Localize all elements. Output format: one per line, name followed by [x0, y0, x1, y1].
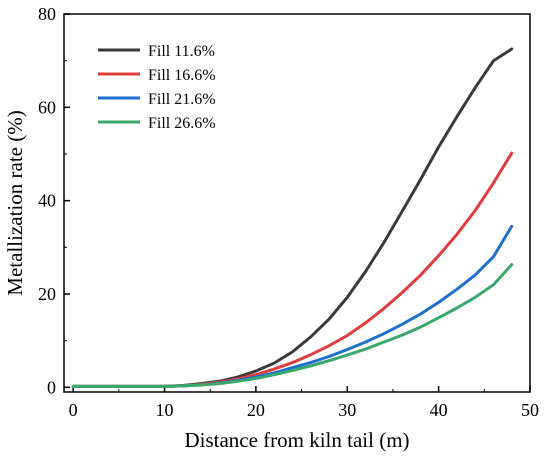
- plot-frame: [63, 13, 531, 393]
- legend-label-4: Fill 26.6%: [148, 115, 216, 132]
- x-tick-label: 0: [69, 400, 78, 420]
- x-axis-label: Distance from kiln tail (m): [184, 428, 409, 452]
- y-tick-label: 40: [38, 191, 56, 211]
- x-tick-label: 30: [338, 400, 356, 420]
- series-line-1: [71, 47, 514, 388]
- y-tick-label: 20: [38, 284, 56, 304]
- legend-label-2: Fill 16.6%: [148, 67, 216, 84]
- y-tick-label: 80: [38, 4, 56, 24]
- x-tick-label: 40: [430, 400, 448, 420]
- x-tick-label: 20: [247, 400, 265, 420]
- legend-label-1: Fill 11.6%: [148, 43, 215, 60]
- series-line-4: [71, 263, 514, 388]
- y-tick-label: 0: [47, 377, 56, 397]
- x-tick-label: 50: [521, 400, 539, 420]
- legend-label-3: Fill 21.6%: [148, 91, 216, 108]
- y-axis-label: Metallization rate (%): [3, 110, 27, 295]
- x-tick-label: 10: [156, 400, 174, 420]
- y-tick-label: 60: [38, 97, 56, 117]
